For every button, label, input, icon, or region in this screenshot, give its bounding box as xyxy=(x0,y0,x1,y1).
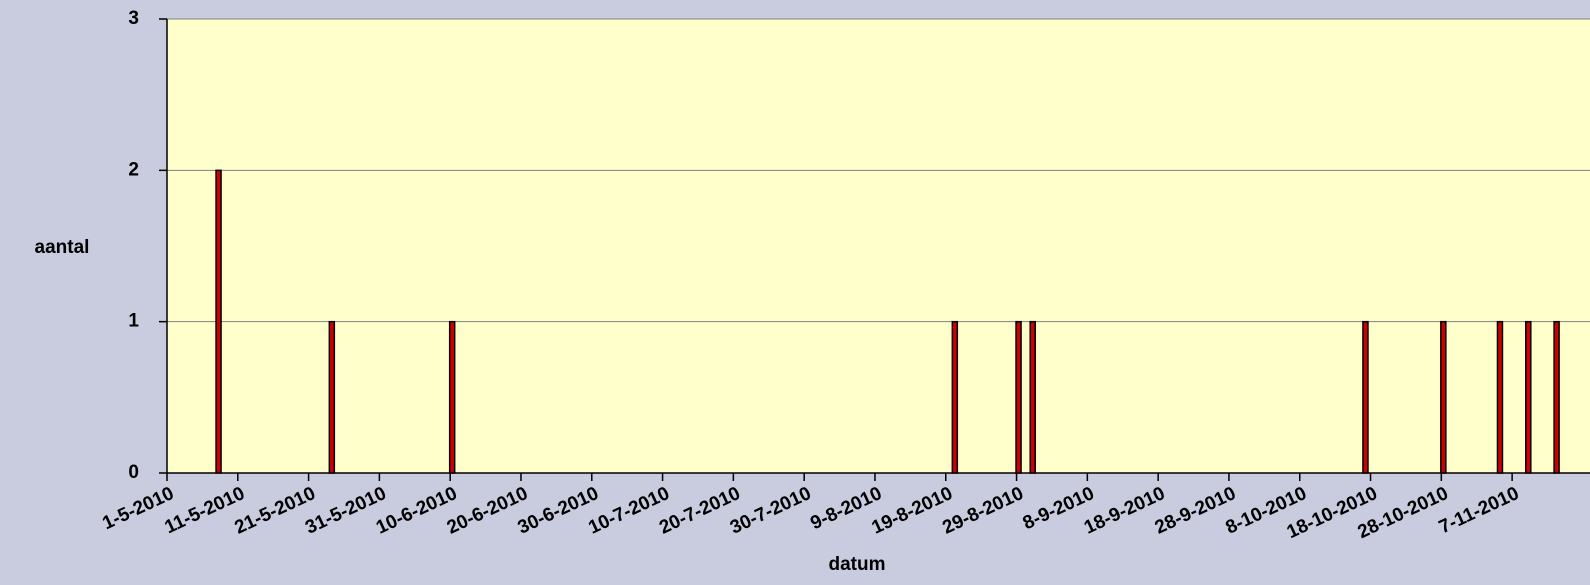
bar xyxy=(1015,320,1022,474)
bar xyxy=(1029,320,1036,474)
plot-area xyxy=(167,19,1590,473)
bar xyxy=(1496,320,1504,474)
bar xyxy=(951,320,959,474)
x-tick-label: 20-6-2010 xyxy=(444,483,531,539)
y-tick-label: 1 xyxy=(128,311,139,332)
x-tick-label: 30-6-2010 xyxy=(515,483,602,539)
x-tick-label: 29-8-2010 xyxy=(939,483,1026,539)
bar xyxy=(1362,320,1369,474)
x-axis-label: datum xyxy=(829,554,886,575)
y-axis-label: aantal xyxy=(35,237,90,258)
y-tick-label: 2 xyxy=(128,159,139,180)
x-tick-label: 18-9-2010 xyxy=(1081,483,1168,539)
x-tick-label: 7-11-2010 xyxy=(1436,483,1522,538)
bar xyxy=(448,320,456,474)
x-tick-label: 21-5-2010 xyxy=(231,483,318,539)
y-tick-label: 3 xyxy=(128,8,139,29)
x-tick-label: 11-5-2010 xyxy=(162,483,248,538)
bar xyxy=(1525,320,1532,474)
x-tick-label: 10-7-2010 xyxy=(585,483,672,539)
y-tick-label: 0 xyxy=(128,462,139,483)
bar xyxy=(215,169,222,474)
bar xyxy=(328,320,336,474)
x-tick-label: 10-6-2010 xyxy=(373,483,460,539)
bar xyxy=(1553,320,1560,474)
x-tick-label: 20-7-2010 xyxy=(656,483,743,539)
x-tick-label: 30-7-2010 xyxy=(727,483,814,539)
bar xyxy=(1440,320,1447,474)
x-tick-label: 31-5-2010 xyxy=(302,483,389,539)
x-tick-label: 28-9-2010 xyxy=(1152,483,1239,539)
x-tick-label: 19-8-2010 xyxy=(869,483,956,539)
